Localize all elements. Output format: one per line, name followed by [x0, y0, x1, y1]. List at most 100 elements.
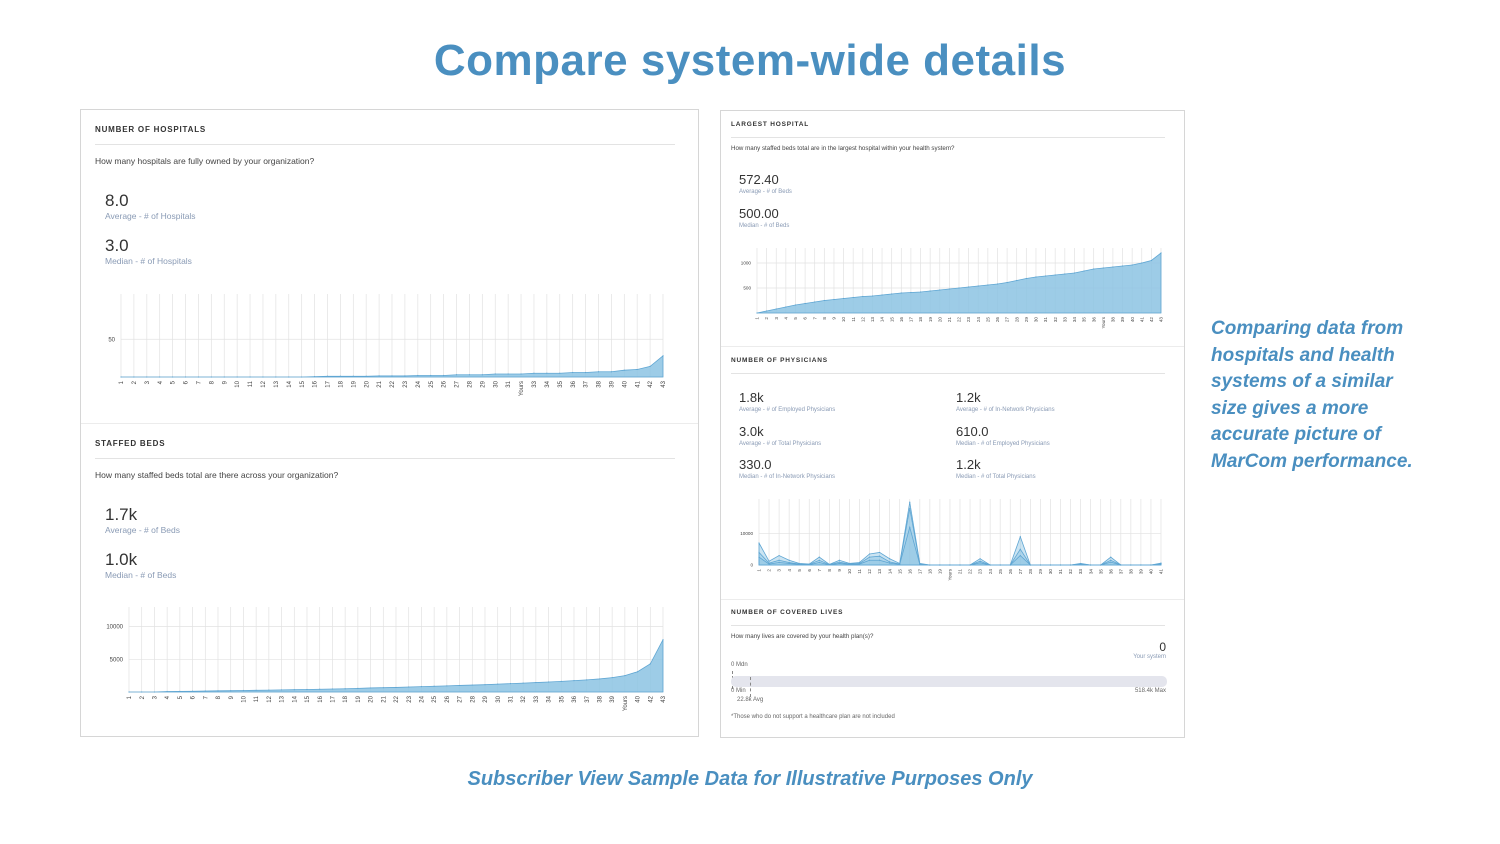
data-point [909, 501, 911, 503]
y-tick-label: 50 [108, 337, 115, 343]
data-point [818, 559, 820, 561]
data-point [833, 298, 835, 301]
data-point [573, 680, 575, 682]
x-tick-label: 16 [313, 380, 319, 387]
data-point [636, 368, 638, 371]
stat-value: 500.00 [739, 206, 779, 221]
data-point [344, 688, 346, 690]
data-point [1160, 252, 1162, 254]
beds-average-stat: 1.7k Average - # of Beds [105, 505, 180, 536]
x-tick-label: 5 [171, 380, 177, 384]
x-tick-label: 10 [847, 569, 852, 575]
x-tick-label: 24 [416, 380, 422, 387]
data-point [999, 564, 1001, 566]
stat-label: Average - # of Total Physicians [739, 441, 822, 447]
hospitals-average-stat: 8.0 Average - # of Hospitals [105, 191, 196, 222]
data-point [1131, 264, 1133, 266]
average-marker [750, 677, 751, 697]
data-point [172, 376, 174, 378]
x-tick-label: 36 [572, 695, 578, 702]
data-point [507, 373, 509, 375]
x-tick-label: 17 [326, 380, 332, 387]
data-point [301, 376, 303, 378]
data-point [331, 688, 334, 690]
x-tick-label: 3 [774, 317, 779, 320]
x-tick-label: 32 [1068, 569, 1073, 575]
x-tick-label: 33 [1078, 569, 1083, 575]
data-point [768, 560, 770, 562]
data-point [838, 562, 840, 565]
x-tick-label: 36 [1091, 317, 1096, 323]
stat-value: 330.0 [739, 457, 772, 472]
x-tick-label: 15 [300, 380, 306, 387]
x-tick-label: 6 [184, 380, 190, 384]
data-point [758, 556, 760, 558]
data-point [649, 365, 651, 368]
x-tick-label: 27 [1018, 569, 1023, 575]
x-tick-label: 8 [827, 569, 832, 572]
x-tick-label: 6 [807, 569, 812, 572]
x-tick-label: 14 [287, 380, 293, 387]
data-point [979, 560, 981, 562]
x-tick-label: 27 [458, 695, 464, 702]
x-tick-label: 24 [976, 317, 981, 323]
data-point [989, 564, 991, 566]
data-point [382, 687, 384, 689]
data-point [889, 561, 891, 563]
x-tick-label: 17 [909, 317, 914, 323]
section-divider [721, 346, 1184, 347]
x-tick-label: Yours [948, 568, 953, 580]
data-point [1080, 563, 1082, 565]
data-point [891, 293, 893, 295]
data-point [352, 375, 354, 377]
data-point [443, 374, 445, 377]
x-tick-label: 18 [343, 695, 349, 702]
x-tick-label: 26 [445, 695, 451, 702]
stat-value: 1.7k [105, 505, 138, 524]
data-point [910, 291, 912, 294]
x-tick-label: 13 [870, 317, 875, 323]
x-tick-label: 9 [837, 569, 842, 572]
x-tick-label: 20 [937, 317, 942, 323]
data-point [1059, 564, 1062, 566]
data-point [662, 639, 664, 641]
data-point [1016, 279, 1018, 282]
data-point [881, 294, 883, 296]
x-tick-label: 1 [127, 695, 133, 699]
data-point [1160, 563, 1162, 565]
data-point [1090, 564, 1092, 566]
x-tick-label: 5 [793, 317, 798, 320]
x-tick-label: 10 [242, 695, 248, 702]
data-point [862, 295, 864, 298]
x-tick-label: 1 [757, 569, 762, 572]
x-tick-label: 11 [857, 569, 862, 574]
data-point [868, 553, 871, 555]
data-point [1150, 259, 1152, 262]
x-tick-label: 12 [867, 569, 872, 575]
x-tick-label: 25 [429, 380, 435, 387]
data-point [611, 677, 613, 679]
x-tick-label: 31 [509, 695, 515, 702]
x-tick-label: 21 [377, 380, 383, 387]
stat-value: 572.40 [739, 172, 779, 187]
x-tick-label: 23 [966, 317, 971, 323]
data-point [871, 295, 874, 297]
footer-note: Subscriber View Sample Data for Illustra… [467, 768, 1033, 790]
x-tick-label: 1 [119, 380, 125, 384]
data-point [471, 684, 473, 686]
min-label: 0 Min [731, 688, 746, 694]
covered-footnote: *Those who do not support a healthcare p… [731, 714, 895, 720]
x-tick-label: 37 [1118, 569, 1123, 575]
data-point [572, 371, 574, 374]
data-point [1100, 564, 1102, 566]
x-tick-label: 34 [1072, 317, 1077, 323]
data-point [1140, 564, 1142, 566]
data-point [804, 302, 806, 305]
data-point [879, 551, 881, 554]
data-point [559, 372, 561, 374]
x-tick-label: 41 [635, 380, 641, 387]
x-tick-label: 28 [470, 695, 476, 702]
hospitals-question: How many hospitals are fully owned by yo… [95, 156, 315, 166]
data-point [306, 688, 308, 691]
data-point [758, 551, 760, 554]
